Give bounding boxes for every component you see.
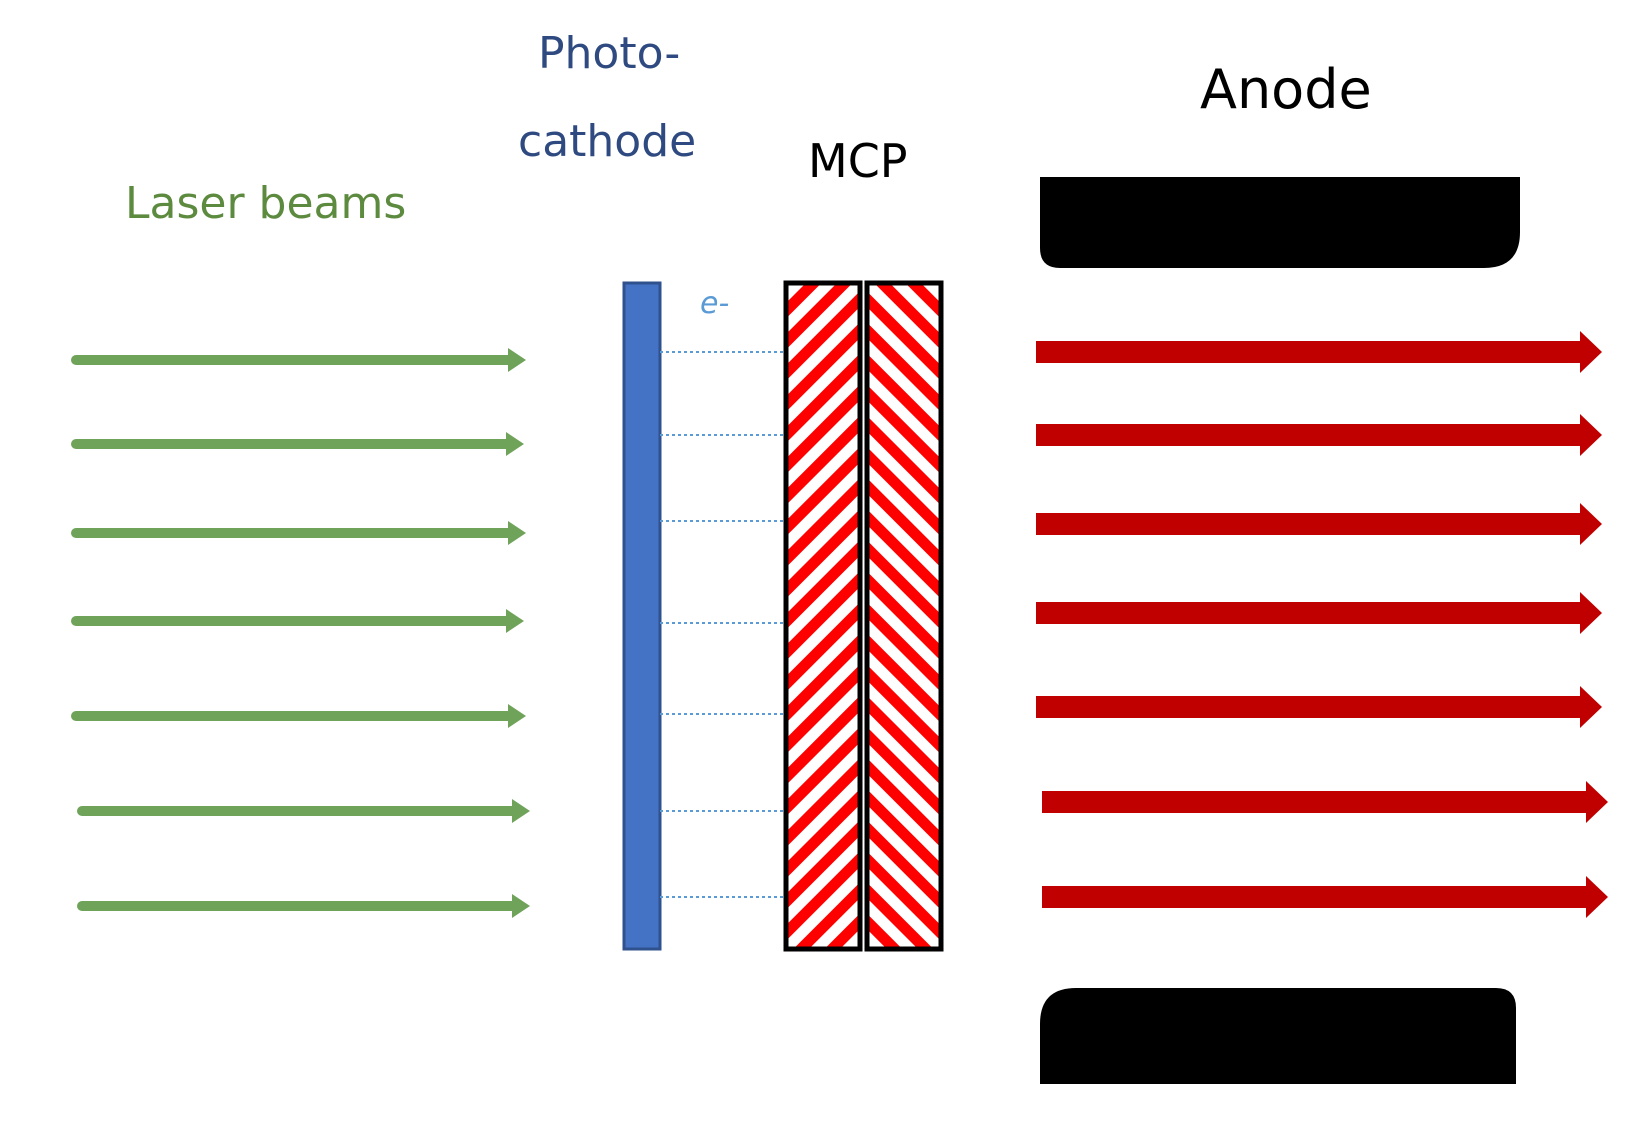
- output-beam-6: [1042, 781, 1608, 823]
- anode-plate-bottom: [1040, 988, 1516, 1084]
- laser-beam-5: [71, 704, 526, 728]
- electron-label: e-: [700, 286, 730, 321]
- laser-beams-label: Laser beams: [125, 178, 407, 229]
- laser-beam-1: [71, 348, 526, 372]
- output-beam-7: [1042, 876, 1608, 918]
- anode-plate-top: [1040, 177, 1520, 268]
- photocathode-label-line1: Photo-: [538, 28, 681, 79]
- laser-beam-2: [71, 432, 524, 456]
- electron-paths: [660, 351, 784, 898]
- laser-beam-3: [71, 521, 526, 545]
- output-beams: [1036, 331, 1608, 918]
- photocathode-label-line2: cathode: [518, 116, 697, 167]
- laser-beam-7: [77, 894, 530, 918]
- output-beam-4: [1036, 592, 1602, 634]
- anode: [1040, 177, 1520, 1084]
- mcp-stack: [783, 280, 944, 952]
- mcp-plate-2: [864, 280, 944, 952]
- output-beam-5: [1036, 686, 1602, 728]
- anode-label: Anode: [1200, 58, 1372, 121]
- output-beam-2: [1036, 414, 1602, 456]
- output-beam-3: [1036, 503, 1602, 545]
- mcp-plate-1: [783, 280, 863, 952]
- laser-beam-4: [71, 609, 524, 633]
- photocathode-plate: [622, 281, 662, 951]
- laser-beam-6: [77, 799, 530, 823]
- output-beam-1: [1036, 331, 1602, 373]
- laser-beams: [71, 348, 530, 918]
- mcp-label: MCP: [808, 134, 908, 188]
